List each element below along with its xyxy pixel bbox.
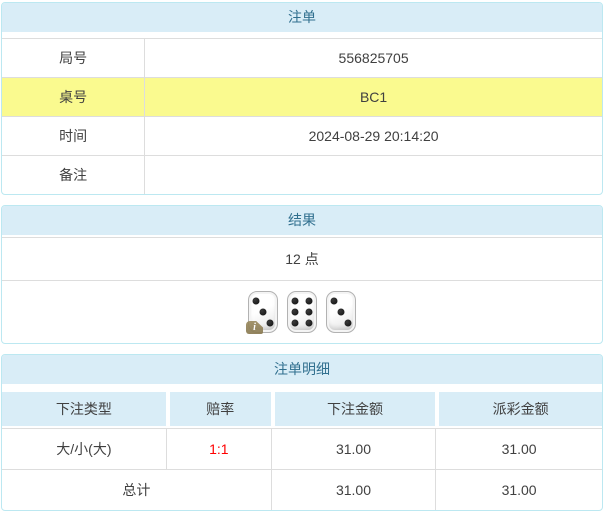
- payout-amount-value: 31.00: [435, 428, 602, 469]
- table-row: 局号 556825705: [2, 38, 602, 77]
- remark-value: [144, 155, 602, 194]
- bet-amount-value: 31.00: [270, 428, 436, 469]
- result-panel-title: 结果: [2, 206, 602, 235]
- table-number-label: 桌号: [2, 77, 145, 116]
- total-payout-amount: 31.00: [435, 469, 602, 510]
- total-label: 总计: [2, 469, 271, 510]
- remark-label: 备注: [2, 155, 145, 194]
- points-value: 12 点: [2, 237, 602, 280]
- round-number-value: 556825705: [144, 38, 602, 77]
- die-pip: [259, 308, 267, 316]
- die-pip: [266, 319, 274, 327]
- order-table: 局号 556825705 桌号 BC1 时间 2024-08-29 20:14:…: [2, 38, 602, 194]
- table-row: 时间 2024-08-29 20:14:20: [2, 116, 602, 155]
- table-number-value: BC1: [144, 77, 602, 116]
- table-row: 桌号 BC1: [2, 77, 602, 116]
- die-pip: [305, 319, 313, 327]
- detail-table: 下注类型 赔率 下注金额 派彩金额 大/小(大) 1:1 31.00 31.00…: [2, 392, 602, 510]
- table-row: 大/小(大) 1:1 31.00 31.00: [2, 428, 602, 469]
- die-pip: [305, 308, 313, 316]
- result-panel: 结果 12 点 i: [1, 205, 603, 344]
- die-2-icon: [287, 291, 317, 333]
- order-panel: 注单 局号 556825705 桌号 BC1 时间 2024-08-29 20:…: [1, 2, 603, 195]
- time-value: 2024-08-29 20:14:20: [144, 116, 602, 155]
- detail-panel-title: 注单明细: [2, 355, 602, 384]
- round-number-label: 局号: [2, 38, 145, 77]
- table-row: 备注: [2, 155, 602, 194]
- col-header-bet-amount: 下注金额: [270, 392, 436, 428]
- die-pip: [291, 297, 299, 305]
- die-pip: [337, 308, 345, 316]
- die-pip: [305, 297, 313, 305]
- time-label: 时间: [2, 116, 145, 155]
- col-header-odds: 赔率: [165, 392, 271, 428]
- table-header-row: 下注类型 赔率 下注金额 派彩金额: [2, 392, 602, 428]
- detail-panel: 注单明细 下注类型 赔率 下注金额 派彩金额 大/小(大) 1:1 31.00 …: [1, 354, 603, 511]
- info-badge-icon[interactable]: i: [246, 321, 263, 334]
- odds-value: 1:1: [165, 428, 271, 469]
- col-header-bet-type: 下注类型: [2, 392, 166, 428]
- die-pip: [344, 319, 352, 327]
- bet-type-value: 大/小(大): [2, 428, 166, 469]
- die-1-icon: i: [246, 291, 278, 334]
- total-row: 总计 31.00 31.00: [2, 469, 602, 510]
- die-pip: [291, 308, 299, 316]
- die-pip: [291, 319, 299, 327]
- col-header-payout-amount: 派彩金额: [435, 392, 602, 428]
- dice-group: i: [2, 291, 602, 334]
- die-pip: [330, 297, 338, 305]
- dice-row: i: [2, 280, 602, 343]
- total-bet-amount: 31.00: [270, 469, 436, 510]
- die-pip: [252, 297, 260, 305]
- die-3-icon: [326, 291, 356, 333]
- order-panel-title: 注单: [2, 3, 602, 32]
